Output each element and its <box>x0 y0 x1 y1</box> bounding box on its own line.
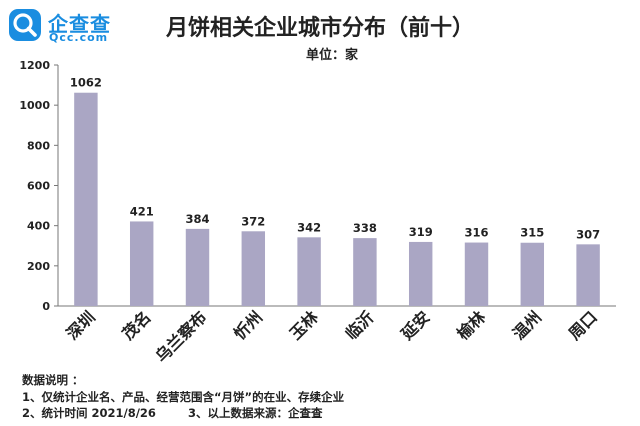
bar-value-label: 319 <box>409 225 433 239</box>
bar-value-label: 384 <box>185 212 209 226</box>
x-category-label: 深圳 <box>63 307 99 343</box>
bar <box>129 221 154 306</box>
bar <box>464 242 489 306</box>
unit-label: 单位：家 <box>306 48 359 63</box>
bar-value-label: 372 <box>241 214 265 228</box>
chart-title: 月饼相关企业城市分布（前十） <box>165 16 474 41</box>
bar-value-label: 315 <box>520 226 544 240</box>
y-tick-label: 0 <box>42 300 50 313</box>
y-tick-label: 400 <box>27 220 50 233</box>
bar-chart: 0 200 400 600 800 1000 1200 1062 深圳 421 茂名 384 乌兰察布 3… <box>19 59 616 366</box>
bar-value-label: 307 <box>576 227 600 241</box>
bar <box>353 238 377 306</box>
y-tick-label: 1200 <box>19 59 50 72</box>
y-tick-label: 600 <box>27 180 50 193</box>
y-tick-label: 1000 <box>19 99 50 112</box>
brand-name: 企查查 <box>48 12 111 36</box>
bar <box>408 241 433 306</box>
notes-heading: 数据说明 ： <box>22 373 84 387</box>
x-category-label: 周口 <box>565 307 601 343</box>
magnifier-logo-icon <box>9 9 41 41</box>
bar-value-label: 316 <box>464 226 488 240</box>
bar <box>241 231 266 306</box>
y-tick-label: 800 <box>27 139 50 152</box>
notes-line-1: 1、仅统计企业名、产品、经营范围含“月饼”的在业、存续企业 <box>22 389 345 404</box>
bar <box>576 244 600 306</box>
bar-value-label: 1062 <box>70 76 102 90</box>
bar <box>297 237 321 306</box>
x-category-label: 乌兰察布 <box>152 307 211 366</box>
x-category-label: 忻州 <box>230 307 266 343</box>
brand-domain: Qcc.com <box>49 31 109 44</box>
x-category-label: 茂名 <box>118 307 154 343</box>
x-category-label: 延安 <box>397 307 434 344</box>
bar-value-label: 421 <box>130 204 154 218</box>
x-category-label: 临沂 <box>342 307 378 343</box>
y-tick-label: 200 <box>27 260 50 273</box>
bar <box>74 92 98 306</box>
brand-logo: 企查查 Qcc.com <box>6 6 136 46</box>
x-category-label: 温州 <box>508 307 545 344</box>
bar <box>185 228 210 306</box>
x-category-label: 玉林 <box>286 307 322 343</box>
notes-line-2: 2、统计时间 2021/8/26 3、以上数据来源：企查查 <box>22 406 323 420</box>
bar-value-label: 338 <box>353 221 377 235</box>
data-notes: 数据说明 ： 1、仅统计企业名、产品、经营范围含“月饼”的在业、存续企业 2、统… <box>22 372 344 422</box>
bar <box>520 242 545 306</box>
bar-value-label: 342 <box>297 220 321 234</box>
x-category-label: 榆林 <box>453 307 489 343</box>
